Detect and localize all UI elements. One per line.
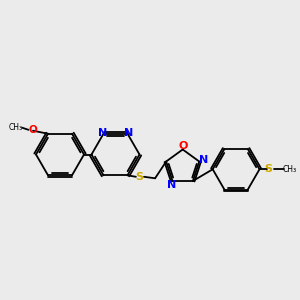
Text: N: N [199,155,208,165]
Text: N: N [167,180,176,190]
Text: CH₃: CH₃ [283,165,297,174]
Text: S: S [136,172,143,182]
Text: O: O [28,125,38,135]
Text: N: N [124,128,133,138]
Text: O: O [178,141,188,151]
Text: S: S [265,164,272,174]
Text: N: N [98,128,107,138]
Text: CH₃: CH₃ [8,123,23,132]
